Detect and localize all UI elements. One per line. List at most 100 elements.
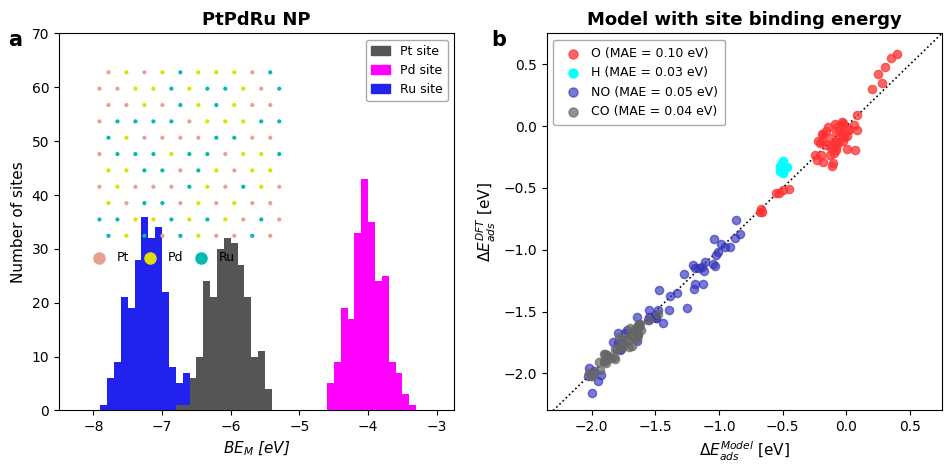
CO (MAE = 0.04 eV) [606, 355, 622, 362]
Bar [402, 394, 409, 410]
Bar [203, 383, 209, 410]
X-axis label: $BE_M$ [eV]: $BE_M$ [eV] [223, 440, 290, 458]
NO (MAE = 0.05 eV) [612, 345, 627, 352]
O (MAE = 0.10 eV) [813, 130, 828, 137]
O (MAE = 0.10 eV) [834, 131, 849, 138]
Legend: O (MAE = 0.10 eV), H (MAE = 0.03 eV), NO (MAE = 0.05 eV), CO (MAE = 0.04 eV): O (MAE = 0.10 eV), H (MAE = 0.03 eV), NO… [552, 40, 724, 126]
CO (MAE = 0.04 eV) [591, 366, 606, 374]
NO (MAE = 0.05 eV) [648, 315, 664, 322]
Bar [409, 405, 416, 410]
Bar [230, 244, 237, 410]
O (MAE = 0.10 eV) [874, 79, 889, 87]
CO (MAE = 0.04 eV) [628, 335, 644, 342]
O (MAE = 0.10 eV) [830, 122, 845, 130]
CO (MAE = 0.04 eV) [596, 357, 611, 365]
O (MAE = 0.10 eV) [815, 130, 830, 138]
Text: a: a [8, 30, 22, 50]
O (MAE = 0.10 eV) [768, 190, 783, 197]
Bar [196, 389, 203, 410]
Bar [258, 351, 265, 410]
CO (MAE = 0.04 eV) [624, 342, 639, 349]
CO (MAE = 0.04 eV) [598, 360, 613, 367]
NO (MAE = 0.05 eV) [586, 367, 602, 375]
H (MAE = 0.03 eV) [774, 169, 789, 177]
NO (MAE = 0.05 eV) [668, 289, 684, 297]
O (MAE = 0.10 eV) [863, 85, 879, 93]
H (MAE = 0.03 eV) [773, 165, 788, 173]
Bar [237, 265, 245, 410]
O (MAE = 0.10 eV) [825, 149, 841, 156]
NO (MAE = 0.05 eV) [629, 324, 645, 332]
Bar [265, 389, 271, 410]
CO (MAE = 0.04 eV) [629, 330, 645, 338]
O (MAE = 0.10 eV) [823, 141, 838, 148]
CO (MAE = 0.04 eV) [613, 344, 628, 352]
NO (MAE = 0.05 eV) [693, 263, 708, 271]
CO (MAE = 0.04 eV) [600, 352, 615, 360]
NO (MAE = 0.05 eV) [695, 267, 710, 275]
CO (MAE = 0.04 eV) [611, 333, 626, 341]
Bar [121, 297, 128, 410]
CO (MAE = 0.04 eV) [597, 350, 612, 358]
CO (MAE = 0.04 eV) [621, 343, 636, 351]
NO (MAE = 0.05 eV) [581, 373, 596, 380]
NO (MAE = 0.05 eV) [628, 337, 644, 345]
Bar [217, 405, 224, 410]
Title: Model with site binding energy: Model with site binding energy [586, 11, 901, 29]
O (MAE = 0.10 eV) [753, 206, 768, 213]
NO (MAE = 0.05 eV) [695, 281, 710, 288]
O (MAE = 0.10 eV) [839, 132, 854, 139]
O (MAE = 0.10 eV) [818, 128, 833, 135]
CO (MAE = 0.04 eV) [603, 354, 618, 362]
CO (MAE = 0.04 eV) [631, 320, 646, 328]
CO (MAE = 0.04 eV) [584, 369, 599, 377]
NO (MAE = 0.05 eV) [654, 319, 669, 327]
NO (MAE = 0.05 eV) [722, 244, 737, 251]
O (MAE = 0.10 eV) [822, 151, 837, 159]
NO (MAE = 0.05 eV) [661, 307, 676, 314]
NO (MAE = 0.05 eV) [684, 262, 700, 269]
Bar [224, 238, 230, 410]
NO (MAE = 0.05 eV) [641, 313, 656, 321]
NO (MAE = 0.05 eV) [686, 264, 702, 272]
H (MAE = 0.03 eV) [772, 166, 787, 174]
O (MAE = 0.10 eV) [831, 133, 846, 141]
CO (MAE = 0.04 eV) [616, 341, 631, 349]
O (MAE = 0.10 eV) [841, 125, 856, 132]
NO (MAE = 0.05 eV) [584, 389, 599, 396]
O (MAE = 0.10 eV) [848, 111, 863, 119]
NO (MAE = 0.05 eV) [651, 286, 666, 294]
NO (MAE = 0.05 eV) [640, 316, 655, 324]
NO (MAE = 0.05 eV) [605, 338, 620, 346]
O (MAE = 0.10 eV) [876, 63, 891, 71]
O (MAE = 0.10 eV) [830, 126, 845, 134]
O (MAE = 0.10 eV) [827, 127, 843, 135]
O (MAE = 0.10 eV) [824, 159, 840, 167]
NO (MAE = 0.05 eV) [706, 263, 722, 270]
Text: Ru: Ru [219, 251, 235, 264]
Bar [196, 356, 203, 410]
O (MAE = 0.10 eV) [839, 145, 854, 153]
Bar [382, 276, 388, 410]
O (MAE = 0.10 eV) [771, 190, 786, 197]
CO (MAE = 0.04 eV) [620, 337, 635, 345]
O (MAE = 0.10 eV) [828, 144, 843, 151]
CO (MAE = 0.04 eV) [596, 357, 611, 365]
O (MAE = 0.10 eV) [815, 158, 830, 165]
O (MAE = 0.10 eV) [810, 137, 825, 145]
O (MAE = 0.10 eV) [834, 118, 849, 126]
NO (MAE = 0.05 eV) [614, 338, 629, 346]
NO (MAE = 0.05 eV) [676, 270, 691, 278]
NO (MAE = 0.05 eV) [641, 307, 656, 314]
Bar [183, 373, 189, 410]
O (MAE = 0.10 eV) [823, 145, 838, 152]
O (MAE = 0.10 eV) [828, 146, 843, 154]
O (MAE = 0.10 eV) [817, 142, 832, 149]
CO (MAE = 0.04 eV) [606, 345, 622, 353]
O (MAE = 0.10 eV) [846, 146, 862, 154]
O (MAE = 0.10 eV) [753, 208, 768, 216]
X-axis label: $\Delta E_{ads}^{Model}$ [eV]: $\Delta E_{ads}^{Model}$ [eV] [698, 440, 789, 463]
Bar [114, 362, 121, 410]
Bar [354, 233, 361, 410]
Bar [217, 249, 224, 410]
